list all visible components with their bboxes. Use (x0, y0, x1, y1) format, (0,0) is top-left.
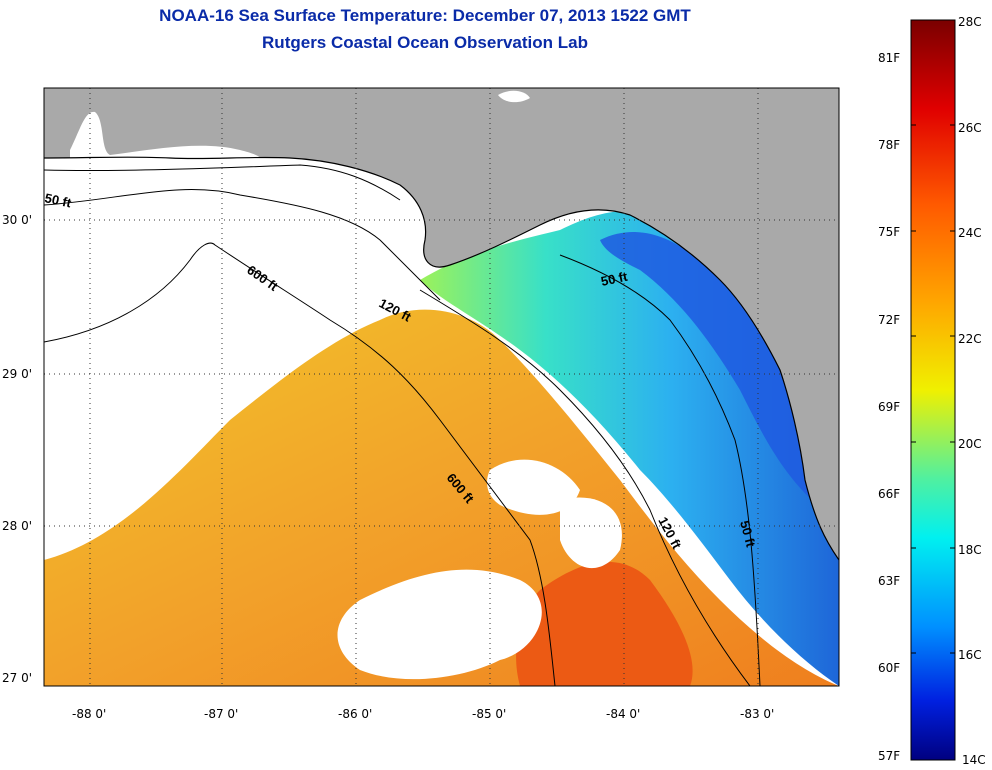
contour-label: 50 ft (43, 190, 73, 210)
cloud-patch (560, 497, 622, 569)
colorbar-fahrenheit-label: 69F (878, 400, 900, 414)
cloud-patch (44, 88, 430, 550)
contour-120ft-west (44, 189, 441, 301)
lon-label: -84 0' (606, 707, 640, 721)
lon-label: -85 0' (472, 707, 506, 721)
colorbar-fahrenheit-label: 57F (878, 749, 900, 763)
island-cloud (498, 90, 530, 103)
lon-label: -83 0' (740, 707, 774, 721)
coastline (44, 156, 839, 561)
contour-50ft-west (44, 164, 401, 201)
contour-label: 50 ft (600, 269, 630, 289)
map-title: NOAA-16 Sea Surface Temperature: Decembe… (159, 6, 691, 25)
map-frame (43, 87, 840, 687)
contour-label: 50 ft (737, 519, 759, 549)
colorbar-fahrenheit-label: 75F (878, 225, 900, 239)
colorbar-fahrenheit-label: 72F (878, 313, 900, 327)
lat-label: 28 0' (2, 519, 32, 533)
cloud-patch (337, 569, 542, 680)
lat-label: 29 0' (2, 367, 32, 381)
contour-600ft (44, 242, 556, 686)
colorbar-fahrenheit-label: 63F (878, 574, 900, 588)
contour-120ft-east (419, 289, 751, 686)
hot-water-patch (516, 561, 693, 686)
colorbar-fahrenheit-label: 78F (878, 138, 900, 152)
colorbar-celsius-label: 28C (958, 15, 982, 29)
land-mass (44, 88, 839, 560)
lat-label: 30 0' (2, 213, 32, 227)
map-subtitle: Rutgers Coastal Ocean Observation Lab (262, 33, 588, 52)
contour-50ft-east (559, 254, 761, 686)
colorbar-celsius-label: 22C (958, 332, 982, 346)
lon-label: -86 0' (338, 707, 372, 721)
colorbar-celsius-label: 18C (958, 543, 982, 557)
colorbar-fahrenheit-label: 60F (878, 661, 900, 675)
colorbar-celsius-label: 24C (958, 226, 982, 240)
colorbar-fahrenheit-label: 66F (878, 487, 900, 501)
colorbar-fahrenheit-label: 81F (878, 51, 900, 65)
cloud-patch (487, 459, 580, 515)
bay-area (70, 111, 261, 169)
lat-label: 27 0' (2, 671, 32, 685)
lon-label: -88 0' (72, 707, 106, 721)
lon-label: -87 0' (204, 707, 238, 721)
colorbar-celsius-label: 20C (958, 437, 982, 451)
colorbar-ticks (911, 124, 955, 654)
colorbar (910, 19, 956, 761)
colorbar-celsius-label: 26C (958, 121, 982, 135)
cold-nearshore-band (600, 231, 812, 500)
colorbar-celsius-label: 16C (958, 648, 982, 662)
colorbar-celsius-label: 14C (962, 753, 986, 767)
